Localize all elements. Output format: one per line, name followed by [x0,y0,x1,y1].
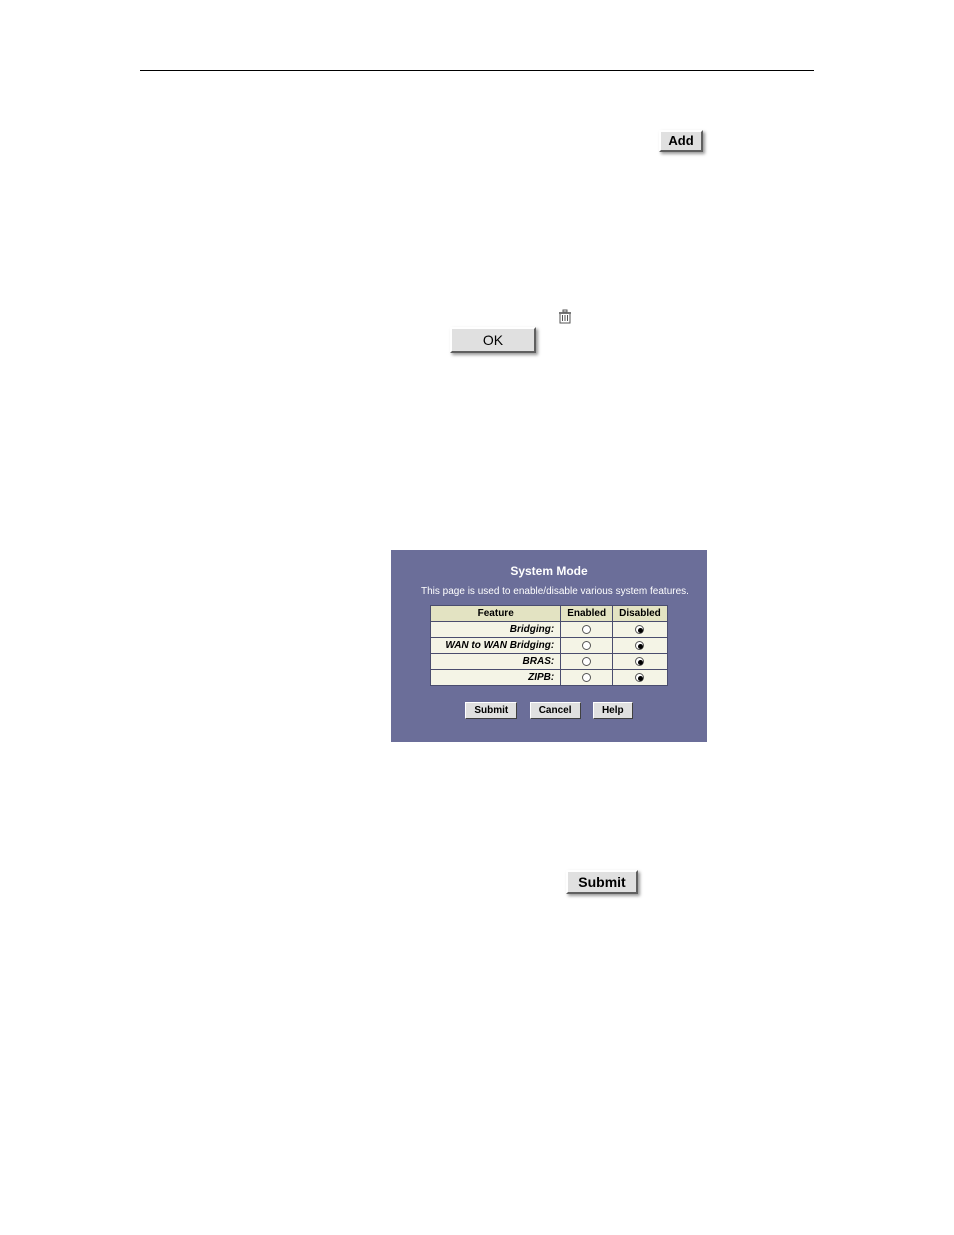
system-mode-panel: System Mode This page is used to enable/… [391,550,707,742]
panel-cancel-button[interactable]: Cancel [530,702,581,719]
radio-cell [561,622,613,638]
table-row: Bridging: [431,622,668,638]
radio-cell [613,654,668,670]
table-header-row: Feature Enabled Disabled [431,606,668,622]
page: Add OK System Mode This page is used to … [0,0,954,1235]
panel-button-row: Submit Cancel Help [391,700,707,719]
radio-disabled[interactable] [635,673,644,682]
add-button[interactable]: Add [659,130,703,152]
horizontal-rule [140,70,814,71]
panel-help-button[interactable]: Help [593,702,633,719]
radio-cell [561,654,613,670]
col-feature: Feature [431,606,561,622]
radio-enabled[interactable] [582,673,591,682]
radio-disabled[interactable] [635,641,644,650]
radio-enabled[interactable] [582,641,591,650]
feature-label: WAN to WAN Bridging: [431,638,561,654]
col-enabled: Enabled [561,606,613,622]
submit-button[interactable]: Submit [566,870,638,894]
feature-table: Feature Enabled Disabled Bridging: WAN t… [430,605,668,686]
panel-title: System Mode [391,550,707,578]
radio-enabled[interactable] [582,657,591,666]
radio-disabled[interactable] [635,657,644,666]
feature-label: Bridging: [431,622,561,638]
feature-label: ZIPB: [431,670,561,686]
radio-enabled[interactable] [582,625,591,634]
trash-icon[interactable] [557,309,575,327]
ok-button[interactable]: OK [450,327,536,353]
panel-description: This page is used to enable/disable vari… [391,578,707,597]
col-disabled: Disabled [613,606,668,622]
table-row: ZIPB: [431,670,668,686]
feature-label: BRAS: [431,654,561,670]
radio-cell [613,670,668,686]
table-row: BRAS: [431,654,668,670]
radio-cell [561,638,613,654]
radio-cell [613,638,668,654]
panel-submit-button[interactable]: Submit [465,702,517,719]
radio-cell [613,622,668,638]
radio-cell [561,670,613,686]
table-row: WAN to WAN Bridging: [431,638,668,654]
radio-disabled[interactable] [635,625,644,634]
